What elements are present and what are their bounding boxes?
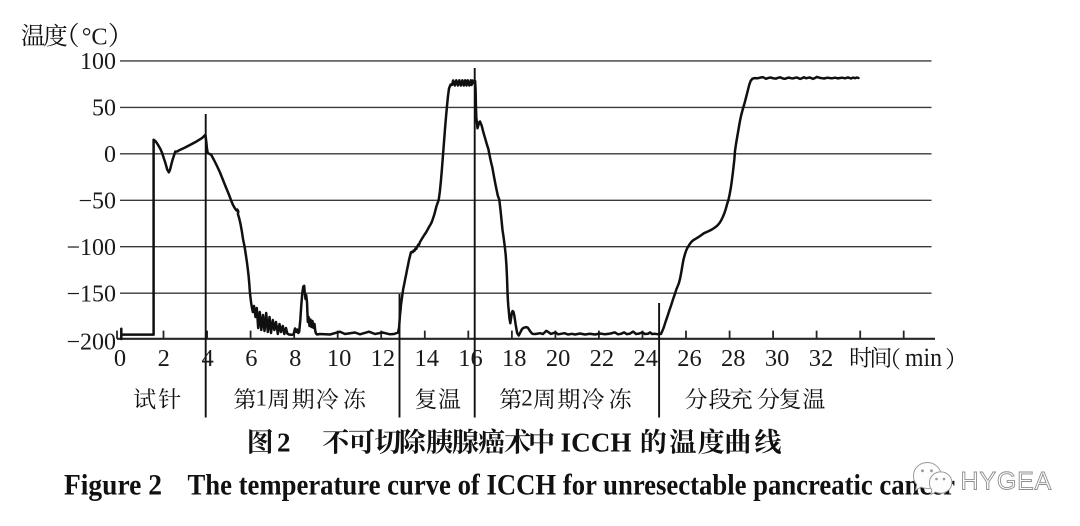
- svg-text:−150: −150: [66, 281, 116, 307]
- svg-text:−50: −50: [78, 189, 116, 215]
- svg-text:−200: −200: [66, 330, 116, 356]
- svg-text:min: min: [905, 343, 942, 372]
- svg-text:4: 4: [201, 345, 213, 372]
- svg-text:24: 24: [633, 345, 658, 372]
- svg-text:14: 14: [414, 345, 439, 372]
- svg-text:50: 50: [92, 96, 116, 122]
- svg-text:2: 2: [158, 345, 170, 372]
- svg-text:Figure 2: Figure 2: [64, 468, 162, 501]
- svg-text:12: 12: [371, 345, 396, 372]
- svg-text:6: 6: [245, 345, 257, 372]
- svg-text:1: 1: [256, 385, 268, 410]
- svg-text:−100: −100: [66, 235, 116, 261]
- svg-text:°C: °C: [82, 23, 108, 50]
- svg-text:32: 32: [809, 345, 834, 372]
- svg-text:0: 0: [114, 345, 126, 372]
- svg-text:2: 2: [521, 385, 533, 410]
- svg-text:0: 0: [104, 142, 116, 168]
- svg-text:ICCH: ICCH: [561, 428, 632, 458]
- svg-text:10: 10: [327, 345, 352, 372]
- svg-text:30: 30: [765, 345, 790, 372]
- svg-text:20: 20: [546, 345, 571, 372]
- svg-text:26: 26: [677, 345, 702, 372]
- svg-text:100: 100: [80, 49, 116, 75]
- svg-text:18: 18: [502, 345, 527, 372]
- svg-text:22: 22: [590, 345, 615, 372]
- svg-text:HYGEA: HYGEA: [961, 468, 1053, 496]
- svg-text:2: 2: [277, 428, 291, 458]
- svg-text:8: 8: [289, 345, 301, 372]
- svg-text:28: 28: [721, 345, 746, 372]
- svg-text:The temperature curve of ICCH: The temperature curve of ICCH for unrese…: [188, 468, 956, 501]
- svg-text:16: 16: [458, 345, 483, 372]
